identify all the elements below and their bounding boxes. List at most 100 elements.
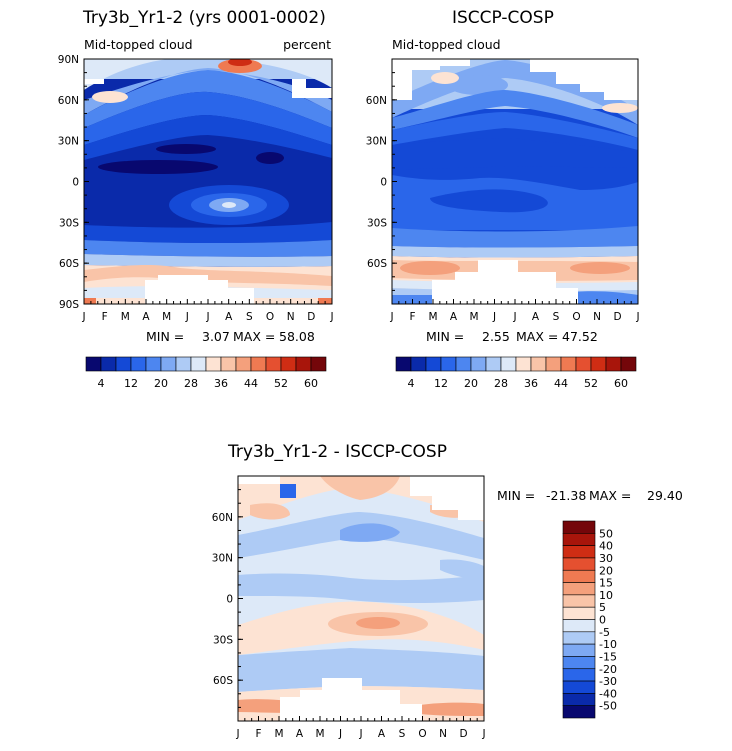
- colorbar-swatch: [485, 356, 502, 372]
- x-tick-label: J: [205, 311, 209, 323]
- x-tick-label: A: [296, 728, 304, 740]
- colorbar-swatch: [130, 356, 147, 372]
- colorbar-label: 20: [154, 377, 168, 390]
- colorbar-label: 12: [434, 377, 448, 390]
- x-tick-label: F: [255, 728, 261, 740]
- y-tick-label: 30N: [212, 553, 233, 565]
- panel3-max-label: MAX =: [589, 488, 631, 503]
- x-tick-label: M: [315, 728, 324, 740]
- panel1-colorbar: 4 12 20 28 36 44 52 60: [85, 356, 327, 390]
- panel3-min-label: MIN =: [497, 488, 535, 503]
- colorbar-swatch: [562, 594, 596, 608]
- x-tick-label: A: [450, 311, 458, 323]
- colorbar-swatch: [190, 356, 207, 372]
- colorbar-label: 44: [244, 377, 258, 390]
- colorbar-label: -50: [599, 700, 617, 713]
- panel1-title: Try3b_Yr1-2 (yrs 0001-0002): [82, 8, 326, 28]
- x-tick-label: J: [512, 311, 516, 323]
- colorbar-swatch: [425, 356, 442, 372]
- y-tick-label: 30S: [367, 217, 387, 229]
- x-tick-label: F: [102, 311, 108, 323]
- colorbar-swatch: [440, 356, 457, 372]
- colorbar-swatch: [145, 356, 162, 372]
- x-tick-label: M: [469, 311, 478, 323]
- colorbar-swatch: [562, 668, 596, 682]
- x-tick-label: A: [142, 311, 150, 323]
- colorbar-label: 20: [599, 564, 613, 577]
- colorbar-swatch: [530, 356, 547, 372]
- x-tick-label: F: [409, 311, 415, 323]
- colorbar-swatch: [500, 356, 517, 372]
- y-tick-label: 30S: [59, 217, 79, 229]
- colorbar-label: 0: [599, 614, 606, 627]
- colorbar-swatch: [562, 520, 596, 534]
- panel3-contour-field: [238, 476, 484, 721]
- colorbar-swatch: [410, 356, 427, 372]
- x-tick-label: A: [225, 311, 233, 323]
- panel2-y-axis: 60N 30N 0 30S 60S: [366, 72, 397, 291]
- x-tick-label: O: [418, 728, 426, 740]
- colorbar-label: 60: [304, 377, 318, 390]
- y-tick-label: 60S: [367, 258, 387, 270]
- colorbar-swatch: [295, 356, 312, 372]
- panel-model: Try3b_Yr1-2 (yrs 0001-0002) Mid-topped c…: [58, 8, 334, 390]
- x-tick-label: J: [329, 311, 333, 323]
- colorbar-swatch: [562, 705, 596, 719]
- y-tick-label: 60S: [213, 675, 233, 687]
- colorbar-label: 36: [524, 377, 538, 390]
- colorbar-label: 10: [599, 589, 613, 602]
- x-tick-label: O: [266, 311, 274, 323]
- x-tick-label: J: [338, 728, 342, 740]
- panel2-colorbar: 4 12 20 28 36 44 52 60: [395, 356, 637, 390]
- x-tick-label: D: [459, 728, 467, 740]
- colorbar-swatch: [562, 533, 596, 546]
- colorbar-label: 28: [494, 377, 508, 390]
- y-tick-label: 0: [226, 594, 233, 606]
- panel2-subtitle-left: Mid-topped cloud: [392, 37, 501, 52]
- x-tick-label: S: [399, 728, 406, 740]
- colorbar-label: -10: [599, 638, 617, 651]
- colorbar-label: 52: [584, 377, 598, 390]
- x-tick-label: J: [389, 311, 393, 323]
- panel3-max-value: 29.40: [647, 488, 683, 503]
- panel3-min-value: -21.38: [546, 488, 586, 503]
- y-tick-label: 0: [380, 177, 387, 189]
- panel1-subtitle-left: Mid-topped cloud: [84, 37, 193, 52]
- colorbar-swatch: [590, 356, 607, 372]
- x-tick-label: M: [428, 311, 437, 323]
- x-tick-label: J: [185, 311, 189, 323]
- panel1-stats: MIN = 3.07 MAX = 58.08: [146, 329, 315, 344]
- x-tick-label: A: [378, 728, 386, 740]
- colorbar-swatch: [280, 356, 297, 372]
- colorbar-swatch: [250, 356, 267, 372]
- colorbar-swatch: [470, 356, 487, 372]
- x-tick-label: J: [481, 728, 485, 740]
- colorbar-label: -5: [599, 626, 610, 639]
- x-tick-label: N: [287, 311, 295, 323]
- x-tick-label: M: [274, 728, 283, 740]
- x-tick-label: J: [81, 311, 85, 323]
- panel1-min-value: 3.07: [202, 329, 230, 344]
- colorbar-swatch: [562, 582, 596, 596]
- colorbar-swatch: [115, 356, 132, 372]
- colorbar-swatch: [562, 680, 596, 694]
- colorbar-swatch: [562, 693, 596, 706]
- colorbar-label: 4: [98, 377, 105, 390]
- colorbar-swatch: [560, 356, 577, 372]
- colorbar-label: 15: [599, 577, 613, 590]
- panel1-min-label: MIN =: [146, 329, 184, 344]
- x-tick-label: A: [532, 311, 540, 323]
- colorbar-swatch: [85, 356, 102, 372]
- panel3-y-axis: 60N 30N 0 30S 60S: [212, 489, 243, 708]
- panel1-contour-field: [84, 59, 332, 304]
- x-tick-label: J: [635, 311, 639, 323]
- colorbar-swatch: [515, 356, 532, 372]
- panel-observation: ISCCP-COSP Mid-topped cloud: [366, 8, 640, 390]
- colorbar-swatch: [562, 619, 596, 633]
- y-tick-label: 90N: [58, 54, 79, 66]
- colorbar-label: -20: [599, 663, 617, 676]
